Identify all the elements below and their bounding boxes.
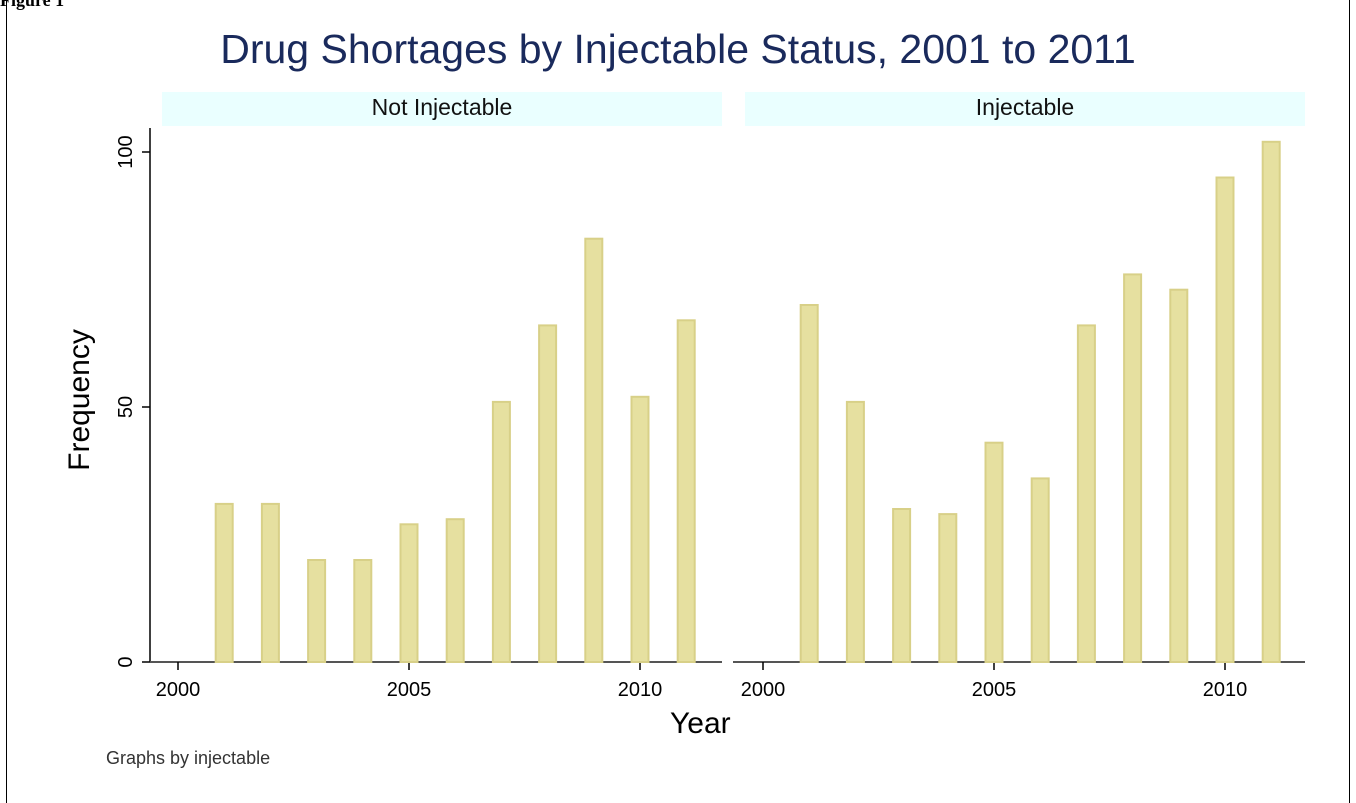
x-tick-label: 2010	[1203, 679, 1248, 701]
panel-header-not-injectable: Not Injectable	[162, 92, 722, 126]
bar	[399, 523, 419, 663]
y-axis-label: Frequency	[63, 329, 96, 471]
x-tick-label: 2005	[972, 679, 1017, 701]
bar	[938, 513, 958, 663]
x-tick-label: 2005	[387, 679, 432, 701]
page-right-rule	[1349, 0, 1350, 803]
panel-header-injectable: Injectable	[745, 92, 1305, 126]
y-tick-label: 0	[115, 656, 137, 667]
bar	[260, 502, 280, 663]
bar	[630, 395, 650, 663]
bar	[445, 518, 465, 664]
bar	[676, 319, 696, 663]
bar	[984, 441, 1004, 664]
bar	[1261, 140, 1281, 664]
x-axis-label: Year	[670, 707, 731, 740]
y-tick-label: 100	[115, 135, 137, 168]
bar	[1076, 324, 1096, 663]
bar	[1169, 288, 1189, 663]
bar	[307, 559, 327, 663]
x-tick-label: 2010	[618, 679, 663, 701]
y-tick-label: 50	[115, 396, 137, 418]
bar	[538, 324, 558, 663]
figure-label: Figure 1	[0, 0, 65, 10]
x-tick-label: 2000	[741, 679, 786, 701]
bar	[353, 559, 373, 663]
x-tick-label: 2000	[156, 679, 201, 701]
graph-note: Graphs by injectable	[106, 748, 271, 768]
bar	[491, 400, 511, 663]
panel-header-label: Not Injectable	[371, 94, 513, 120]
bar	[1215, 176, 1235, 663]
bar	[892, 508, 912, 663]
bar	[845, 400, 865, 663]
bar	[1030, 477, 1050, 663]
chart-title: Drug Shortages by Injectable Status, 200…	[220, 26, 1136, 72]
bar	[1123, 273, 1143, 663]
page-left-rule	[6, 0, 7, 803]
bar	[799, 304, 819, 663]
panel-header-label: Injectable	[975, 94, 1075, 120]
bar	[214, 502, 234, 663]
bar	[584, 237, 604, 663]
